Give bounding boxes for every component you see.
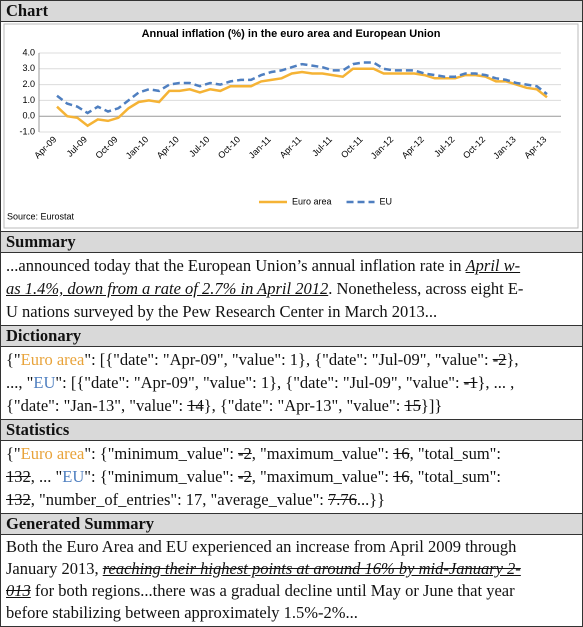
text: for both regions...there was a gradual d…	[30, 581, 515, 600]
generated-summary-text: Both the Euro Area and EU experienced an…	[1, 535, 582, 626]
text: 132	[6, 467, 31, 486]
y-tick-label: 1.0	[22, 95, 35, 105]
text: ...}}	[356, 490, 386, 509]
y-tick-label: -1.0	[19, 126, 35, 136]
section-heading: Statistics	[1, 420, 582, 441]
text: EU	[62, 467, 85, 486]
text: 132	[6, 490, 31, 509]
text: , "maximum_value":	[251, 444, 394, 463]
legend-label: EU	[380, 196, 393, 206]
y-tick-label: 3.0	[22, 63, 35, 73]
source: Source: Eurostat	[7, 211, 75, 221]
text: }, ... ,	[477, 373, 515, 392]
series-line	[56, 61, 548, 115]
text: }]}	[420, 396, 443, 415]
text: {"	[6, 444, 21, 463]
text: },	[506, 350, 519, 369]
text: , "total_sum":	[409, 467, 501, 486]
text: before stabilizing between approximately…	[6, 603, 358, 622]
text: 7.76	[328, 490, 357, 509]
text: U nations surveyed by the Pew Research C…	[6, 302, 438, 321]
text: , "maximum_value":	[251, 467, 394, 486]
text: -1	[463, 373, 478, 392]
legend-label: Euro area	[292, 196, 332, 206]
text: {"date": "Jan-13", "value":	[6, 396, 188, 415]
text: January 2013,	[6, 559, 103, 578]
statistics-text: {"Euro area": {"minimum_value": -2, "max…	[1, 441, 582, 514]
text: 16	[393, 467, 410, 486]
text: Euro area	[20, 444, 85, 463]
text: -2	[237, 467, 252, 486]
text: 14	[187, 396, 204, 415]
text: EU	[33, 373, 56, 392]
text: , "total_sum":	[409, 444, 501, 463]
text: reaching their highest points at around …	[102, 559, 521, 578]
text: , ... "	[30, 467, 63, 486]
section-heading: Chart	[1, 1, 582, 22]
chart-frame	[3, 23, 579, 229]
chart: Annual inflation (%) in the euro area an…	[3, 23, 579, 229]
text: as 1.4%, down from a rate of 2.7% in Apr…	[6, 279, 329, 298]
section-heading: Dictionary	[1, 326, 582, 347]
chart-panel: Annual inflation (%) in the euro area an…	[1, 22, 582, 232]
text: , "number_of_entries": 17, "average_valu…	[30, 490, 329, 509]
section-heading: Summary	[1, 232, 582, 253]
chart-title: Annual inflation (%) in the euro area an…	[142, 28, 441, 40]
text: April w-	[465, 256, 521, 275]
text: 013	[6, 581, 31, 600]
text: ": {"minimum_value":	[84, 444, 239, 463]
summary-text: ...announced today that the European Uni…	[1, 253, 582, 326]
text: }, {"date": "Apr-13", "value":	[203, 396, 405, 415]
text: 16	[393, 444, 410, 463]
text: ": [{"date": "Apr-09", "value": 1}, {"da…	[55, 373, 464, 392]
y-tick-label: 0.0	[22, 111, 35, 121]
text: 15	[404, 396, 421, 415]
text: ": {"minimum_value":	[84, 467, 238, 486]
y-tick-label: 4.0	[22, 47, 35, 57]
text: ..., "	[6, 373, 34, 392]
text: ": [{"date": "Apr-09", "value": 1}, {"da…	[84, 350, 493, 369]
text: {"	[6, 350, 21, 369]
text: Euro area	[20, 350, 85, 369]
dictionary-text: {"Euro area": [{"date": "Apr-09", "value…	[1, 347, 582, 420]
text: ...announced today that the European Uni…	[6, 256, 466, 275]
series-line	[56, 67, 548, 128]
text: -2	[492, 350, 507, 369]
text: -2	[238, 444, 252, 463]
y-tick-label: 2.0	[22, 79, 35, 89]
section-heading: Generated Summary	[1, 514, 582, 535]
text: Both the Euro Area and EU experienced an…	[6, 537, 517, 556]
text: . Nonetheless, across eight E-	[328, 279, 524, 298]
